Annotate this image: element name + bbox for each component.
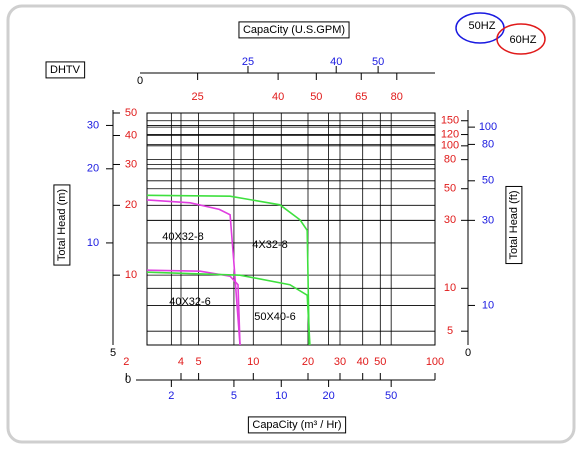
x-tick-label: 2 xyxy=(168,390,174,402)
top-axis-title-box xyxy=(238,21,350,39)
curve xyxy=(146,271,311,346)
y-tick-label: 20 xyxy=(87,163,99,175)
y-tick-label: 100 xyxy=(479,121,497,133)
x-tick-label: 2 xyxy=(123,356,129,368)
y-tick-label: 10 xyxy=(444,282,456,294)
x-tick-label: 40 xyxy=(272,91,284,103)
x-tick-label: 40 xyxy=(330,56,342,68)
model-label: DHTV xyxy=(50,64,81,76)
bottom-axis-title-box xyxy=(247,416,347,434)
x-tick-label: 10 xyxy=(275,390,287,402)
legend-label: 60HZ xyxy=(510,34,537,46)
x-tick-label: 65 xyxy=(355,91,367,103)
x-tick-label: 30 xyxy=(334,356,346,368)
x-tick-label: 50 xyxy=(385,390,397,402)
y-tick-label: 10 xyxy=(87,237,99,249)
y-tick-label: 50 xyxy=(444,183,456,195)
legend-label: 50HZ xyxy=(469,20,496,32)
x-tick-label: 25 xyxy=(242,56,254,68)
right-axis-title: Total Head (ft) xyxy=(508,190,520,259)
curve-label: 4X32-8 xyxy=(252,239,287,251)
curve xyxy=(146,269,241,346)
x-tick-label: 80 xyxy=(391,91,403,103)
y-tick-label: 80 xyxy=(482,138,494,150)
axis-origin-label: 0 xyxy=(125,374,131,386)
axis-origin-label: 0 xyxy=(465,347,471,359)
y-tick-label: 50 xyxy=(482,175,494,187)
y-tick-label: 30 xyxy=(482,214,494,226)
y-tick-label: 20 xyxy=(125,199,137,211)
top-axis-title: CapaCity (U.S.GPM) xyxy=(243,24,345,36)
x-tick-label: 40 xyxy=(357,356,369,368)
frame xyxy=(6,4,576,444)
curve-label: 40X32-8 xyxy=(162,231,204,243)
y-tick-label: 30 xyxy=(125,158,137,170)
y-tick-label: 40 xyxy=(125,129,137,141)
y-tick-label: 100 xyxy=(441,140,459,152)
curve-label: 50X40-6 xyxy=(254,311,296,323)
x-tick-label: 100 xyxy=(426,356,444,368)
y-tick-label: 150 xyxy=(441,115,459,127)
model-label-box xyxy=(45,61,86,79)
x-tick-label: 5 xyxy=(196,356,202,368)
y-tick-label: 30 xyxy=(87,119,99,131)
curve-label: 40X32-6 xyxy=(169,296,211,308)
x-tick-label: 4 xyxy=(178,356,184,368)
x-tick-label: 50 xyxy=(310,91,322,103)
bottom-axis-title: CapaCity (m³ / Hr) xyxy=(252,419,341,431)
axis-origin-label: 0 xyxy=(137,75,143,87)
left-axis-title: Total Head (m) xyxy=(56,189,68,261)
left-axis-title-box xyxy=(53,184,71,266)
legend-ellipse xyxy=(496,23,546,55)
y-tick-label: 50 xyxy=(125,107,137,119)
x-tick-label: 20 xyxy=(302,356,314,368)
x-tick-label: 25 xyxy=(192,91,204,103)
right-axis-title-box xyxy=(505,185,523,265)
y-tick-label: 120 xyxy=(441,128,459,140)
y-tick-label: 10 xyxy=(482,299,494,311)
x-tick-label: 50 xyxy=(374,356,386,368)
y-tick-label: 30 xyxy=(444,214,456,226)
x-tick-label: 50 xyxy=(372,56,384,68)
x-tick-label: 20 xyxy=(322,390,334,402)
y-tick-label: 10 xyxy=(125,269,137,281)
curve xyxy=(146,194,310,346)
axis-origin-label: 5 xyxy=(110,347,116,359)
y-tick-label: 5 xyxy=(447,325,453,337)
x-tick-label: 10 xyxy=(247,356,259,368)
x-tick-label: 5 xyxy=(231,390,237,402)
y-tick-label: 80 xyxy=(444,154,456,166)
